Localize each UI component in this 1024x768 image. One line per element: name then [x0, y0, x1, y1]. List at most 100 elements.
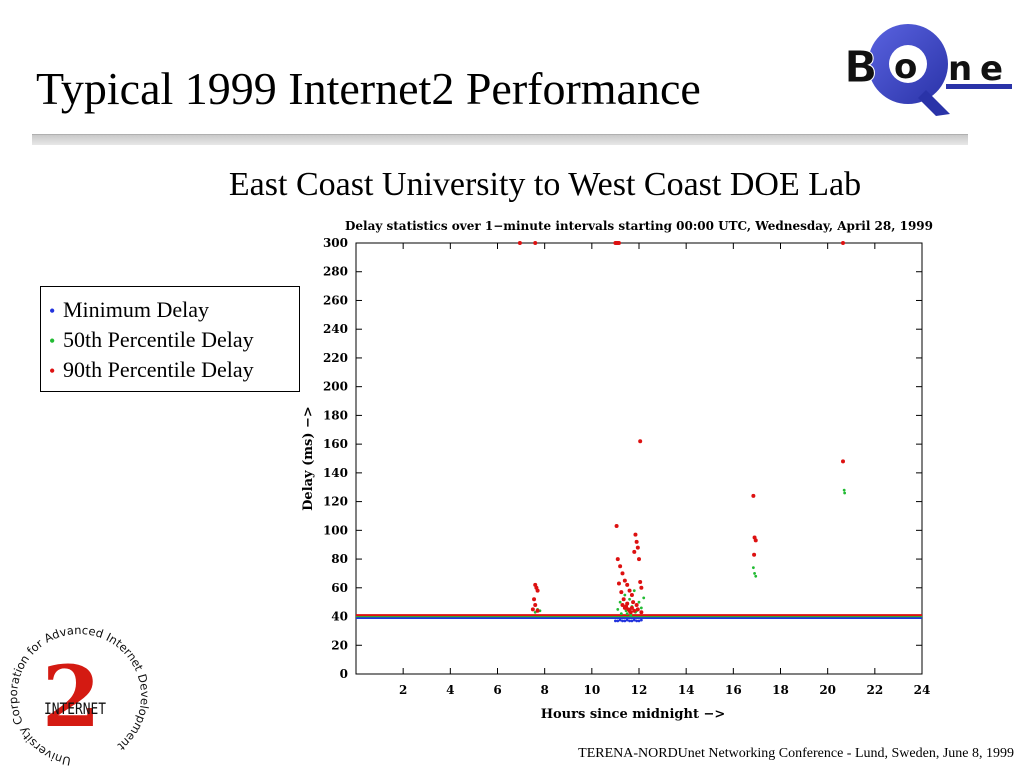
data-point-90th-percentile-delay [631, 600, 636, 605]
data-point-50th-percentile-delay [628, 597, 631, 601]
x-tick-label: 6 [493, 683, 501, 697]
qbone-letter-n: n [948, 49, 972, 89]
data-point-90th-percentile-delay [753, 538, 758, 543]
data-point-minimum-delay [632, 618, 636, 622]
legend-label: Minimum Delay [63, 297, 210, 322]
data-point-50th-percentile-delay [753, 572, 756, 575]
data-point-90th-percentile-delay [625, 601, 630, 606]
data-point-minimum-delay [637, 619, 641, 623]
data-point-90th-percentile-delay [751, 493, 756, 498]
data-point-90th-percentile-delay [622, 578, 627, 583]
data-point-50th-percentile-delay [754, 574, 758, 578]
data-point-90th-percentile-delay [616, 241, 621, 245]
y-tick-label: 280 [323, 265, 348, 279]
legend-bullet: • [49, 361, 56, 381]
data-point-90th-percentile-delay [627, 588, 632, 593]
x-axis-label: Hours since midnight −> [541, 707, 726, 722]
data-point-50th-percentile-delay [637, 600, 641, 604]
legend-label: 90th Percentile Delay [63, 357, 254, 382]
y-tick-label: 100 [323, 523, 348, 537]
legend-item-90th-percentile: • 90th Percentile Delay [49, 357, 254, 384]
data-point-90th-percentile-delay [639, 585, 644, 590]
y-tick-label: 80 [331, 552, 348, 566]
internet2-numeral: 2 [42, 647, 100, 746]
data-point-minimum-delay [628, 619, 631, 623]
y-axis-label: Delay (ms) −> [301, 406, 316, 511]
title-divider [32, 134, 968, 145]
data-point-minimum-delay [635, 619, 639, 623]
x-tick-label: 22 [866, 683, 883, 697]
y-tick-label: 60 [331, 581, 348, 595]
data-point-90th-percentile-delay [632, 549, 637, 554]
data-point-90th-percentile-delay [532, 597, 537, 602]
y-tick-label: 0 [340, 667, 348, 681]
data-point-50th-percentile-delay [619, 612, 623, 616]
qbone-logo: B o n e [844, 24, 1012, 116]
y-tick-label: 180 [323, 408, 348, 422]
data-point-90th-percentile-delay [634, 539, 639, 544]
data-point-50th-percentile-delay [751, 566, 755, 570]
data-point-minimum-delay [625, 618, 629, 622]
internet2-mark-text: INTERNET [44, 699, 106, 718]
legend-item-50th-percentile: • 50th Percentile Delay [49, 327, 254, 354]
data-point-90th-percentile-delay [620, 603, 625, 608]
data-point-90th-percentile-delay [535, 588, 540, 593]
data-point-90th-percentile-delay [533, 241, 538, 245]
data-point-90th-percentile-delay [622, 605, 627, 610]
data-point-minimum-delay [630, 619, 634, 623]
data-point-90th-percentile-delay [625, 582, 630, 587]
x-tick-label: 16 [725, 683, 742, 697]
y-tick-label: 160 [323, 437, 348, 451]
legend: • Minimum Delay • 50th Percentile Delay • 9… [40, 286, 300, 392]
slide-title: Typical 1999 Internet2 Performance [36, 63, 701, 114]
y-tick-label: 200 [323, 380, 348, 394]
data-point-minimum-delay [618, 618, 622, 622]
data-point-90th-percentile-delay [614, 524, 619, 529]
data-point-50th-percentile-delay [616, 607, 620, 611]
chart-title: Delay statistics over 1−minute intervals… [345, 219, 933, 233]
data-point-90th-percentile-delay [627, 608, 632, 613]
y-tick-label: 300 [323, 236, 348, 250]
data-point-90th-percentile-delay [535, 608, 540, 613]
data-point-90th-percentile-delay [530, 607, 535, 612]
data-point-50th-percentile-delay [632, 589, 636, 593]
data-point-minimum-delay [621, 619, 624, 623]
data-point-90th-percentile-delay [638, 580, 643, 585]
y-tick-label: 140 [323, 466, 348, 480]
slide-subtitle: East Coast University to West Coast DOE … [228, 166, 862, 203]
x-tick-label: 20 [819, 683, 836, 697]
data-point-90th-percentile-delay [616, 581, 621, 586]
footer-text: TERENA-NORDUnet Networking Conference - … [578, 746, 1014, 761]
x-tick-label: 8 [540, 683, 548, 697]
legend-bullet: • [49, 331, 56, 351]
data-point-90th-percentile-delay [840, 459, 845, 464]
data-point-90th-percentile-delay [633, 532, 638, 537]
data-point-50th-percentile-delay [639, 606, 643, 610]
data-point-90th-percentile-delay [637, 557, 641, 562]
data-point-50th-percentile-delay [642, 596, 646, 600]
y-tick-label: 40 [331, 610, 348, 624]
data-point-90th-percentile-delay [517, 241, 522, 245]
internet2-logo: University Corporation for Advanced Inte… [6, 623, 152, 768]
qbone-letter-e: e [980, 49, 1003, 89]
data-point-90th-percentile-delay [618, 564, 623, 569]
y-tick-label: 220 [323, 351, 348, 365]
data-point-90th-percentile-delay [620, 571, 625, 576]
qbone-q-tail [918, 90, 950, 116]
delay-scatter-chart: Delay statistics over 1−minute intervals… [301, 219, 933, 722]
qbone-letter-o: o [894, 47, 917, 87]
data-point-90th-percentile-delay [639, 610, 644, 615]
data-point-90th-percentile-delay [619, 590, 624, 595]
data-point-50th-percentile-delay [842, 488, 846, 492]
data-point-50th-percentile-delay [629, 613, 633, 617]
data-point-90th-percentile-delay [632, 608, 637, 613]
data-point-90th-percentile-delay [840, 241, 845, 245]
x-tick-label: 2 [399, 683, 407, 697]
data-point-50th-percentile-delay [623, 593, 627, 597]
y-tick-label: 120 [323, 495, 348, 509]
data-point-minimum-delay [614, 619, 617, 623]
data-point-90th-percentile-delay [533, 603, 538, 608]
data-point-minimum-delay [639, 618, 643, 622]
data-point-90th-percentile-delay [635, 545, 640, 550]
x-tick-label: 14 [678, 683, 695, 697]
